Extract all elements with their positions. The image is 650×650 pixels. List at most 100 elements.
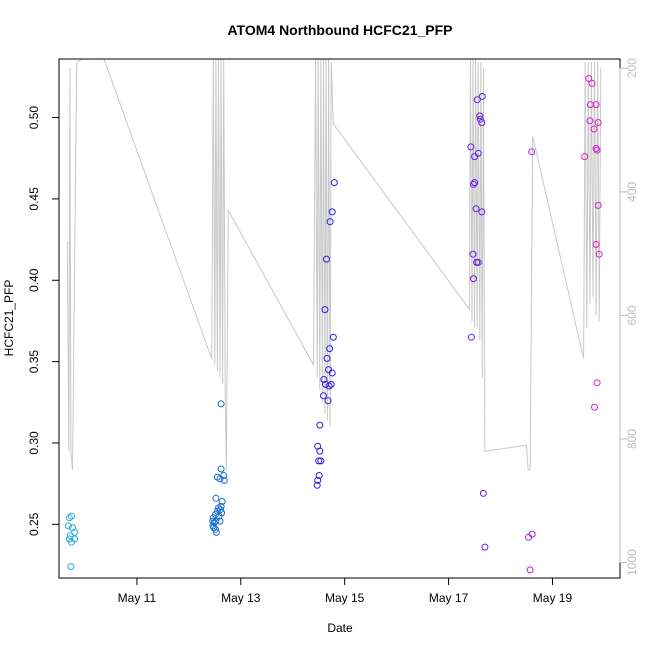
data-point (595, 250, 603, 258)
right-tick-label: 200 (625, 58, 639, 78)
data-point (65, 514, 73, 522)
data-point (473, 96, 481, 104)
data-point (528, 530, 536, 538)
data-point (326, 345, 334, 353)
data-point (581, 153, 589, 161)
data-point (315, 472, 323, 479)
data-point (321, 306, 329, 314)
data-point (71, 528, 79, 536)
y-axis-label: HCFC21_PFP (2, 280, 16, 357)
data-point (478, 92, 486, 100)
data-point (212, 517, 220, 525)
data-point (467, 333, 475, 341)
data-point (212, 494, 220, 502)
data-point (588, 79, 596, 87)
data-point (471, 179, 479, 187)
right-tick-label: 800 (625, 429, 639, 449)
data-point (317, 457, 325, 465)
data-point (217, 465, 225, 473)
y-tick-label: 0.35 (27, 350, 41, 374)
data-point (594, 201, 602, 209)
data-point (328, 369, 336, 377)
data-point (68, 512, 75, 520)
y-tick-label: 0.50 (27, 106, 41, 130)
y-tick-label: 0.45 (27, 187, 41, 211)
data-point (590, 125, 598, 133)
data-point (328, 208, 336, 216)
data-point (525, 533, 533, 541)
data-point (314, 476, 322, 484)
data-point (215, 504, 222, 512)
data-point (528, 148, 536, 156)
data-point (472, 205, 480, 213)
data-point (592, 145, 600, 152)
data-point (478, 119, 486, 126)
data-point (592, 241, 600, 248)
data-point (591, 403, 598, 411)
data-point (330, 179, 338, 187)
y-tick-label: 0.30 (27, 431, 41, 455)
data-point (474, 258, 482, 266)
data-point (476, 115, 484, 123)
data-point (327, 380, 335, 388)
data-point (470, 275, 477, 283)
data-point (64, 522, 72, 530)
y-tick-label: 0.40 (27, 268, 41, 292)
y-tick-label: 0.25 (27, 512, 41, 536)
data-point (592, 101, 600, 109)
x-axis-label: Date (327, 621, 353, 635)
data-point (323, 354, 331, 362)
data-point (316, 421, 324, 429)
pressure-trace-line (66, 59, 602, 471)
x-tick-label: May 13 (221, 591, 261, 605)
data-point (586, 117, 594, 125)
x-tick-label: May 17 (429, 591, 469, 605)
data-point (220, 476, 228, 484)
data-point (476, 112, 484, 120)
plot-frame (58, 58, 621, 579)
x-tick-label: May 11 (118, 591, 157, 605)
data-point (216, 517, 224, 525)
right-axis: 200 400 600 800 1000 (619, 58, 639, 576)
data-point (469, 250, 477, 258)
x-tick-label: May 15 (325, 591, 365, 605)
data-point (313, 481, 321, 489)
y-axis: 0.25 0.30 0.35 0.40 0.45 0.50 (27, 106, 59, 536)
data-point (218, 498, 226, 505)
data-point (479, 489, 487, 497)
chart-title: ATOM4 Northbound HCFC21_PFP (227, 22, 452, 38)
right-tick-label: 400 (625, 182, 639, 202)
data-point (66, 532, 74, 540)
data-point (526, 566, 534, 574)
data-point (220, 472, 228, 479)
data-point (315, 457, 323, 465)
data-point (471, 153, 479, 161)
data-point (325, 382, 333, 390)
data-point (316, 447, 324, 455)
x-axis: May 11 May 13 May 15 May 17 May 19 (118, 578, 573, 605)
data-point (467, 143, 475, 151)
data-point (323, 255, 330, 263)
right-tick-label: 600 (625, 305, 639, 325)
data-point (71, 535, 79, 543)
data-point (209, 517, 217, 525)
data-point (326, 218, 334, 226)
x-tick-label: May 19 (533, 591, 573, 605)
data-point (593, 379, 601, 387)
data-point (67, 563, 75, 571)
pressure-trace-group (66, 59, 602, 471)
data-point (319, 392, 327, 400)
data-point (594, 119, 602, 126)
data-point (212, 528, 220, 536)
data-point (211, 525, 219, 533)
data-point (593, 146, 601, 154)
right-tick-label: 1000 (625, 549, 639, 576)
data-point (481, 543, 489, 551)
data-point (329, 333, 337, 341)
data-point (470, 180, 477, 188)
data-point (585, 75, 593, 82)
data-point (478, 208, 486, 216)
points-group (64, 75, 603, 574)
data-point (324, 397, 332, 405)
